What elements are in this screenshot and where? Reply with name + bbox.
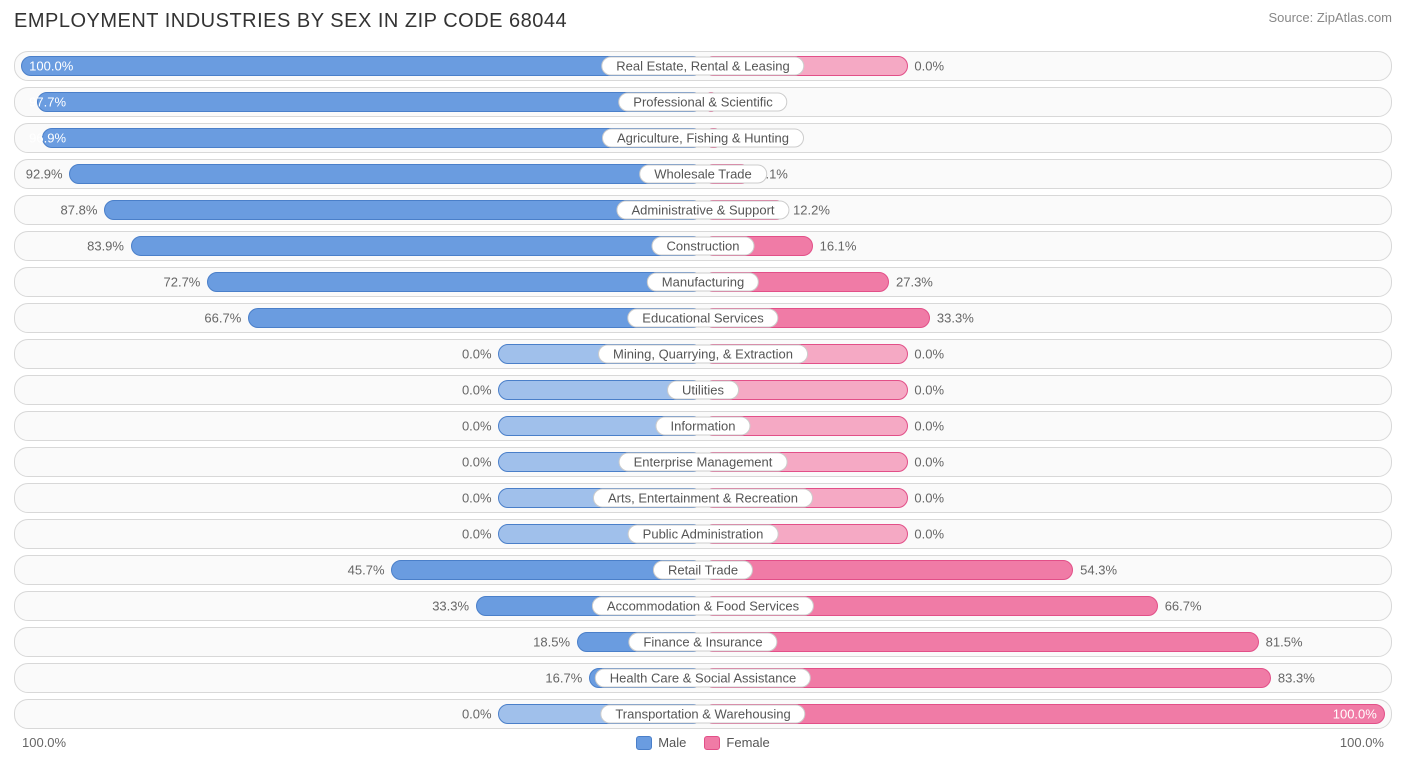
category-label: Arts, Entertainment & Recreation (593, 489, 813, 508)
chart-header: EMPLOYMENT INDUSTRIES BY SEX IN ZIP CODE… (14, 10, 1392, 33)
chart-row: 33.3% 66.7% Accommodation & Food Services (14, 591, 1392, 621)
chart-row: 18.5% 81.5% Finance & Insurance (14, 627, 1392, 657)
category-label: Transportation & Warehousing (600, 705, 805, 724)
male-value-label: 0.0% (462, 527, 492, 542)
chart-row: 0.0% 0.0% Public Administration (14, 519, 1392, 549)
chart-row: 72.7% 27.3% Manufacturing (14, 267, 1392, 297)
legend-female: Female (704, 735, 769, 750)
swatch-female (704, 736, 720, 750)
category-label: Health Care & Social Assistance (595, 669, 811, 688)
male-value-label: 100.0% (29, 59, 73, 74)
male-value-label: 33.3% (432, 599, 469, 614)
category-label: Professional & Scientific (618, 93, 787, 112)
category-label: Accommodation & Food Services (592, 597, 814, 616)
female-value-label: 0.0% (914, 347, 944, 362)
female-value-label: 0.0% (914, 527, 944, 542)
axis-label-left: 100.0% (22, 735, 66, 750)
male-value-label: 83.9% (87, 239, 124, 254)
chart-row: 83.9% 16.1% Construction (14, 231, 1392, 261)
female-value-label: 81.5% (1266, 635, 1303, 650)
chart-row: 0.0% 0.0% Mining, Quarrying, & Extraction (14, 339, 1392, 369)
chart-row: 100.0% 0.0% Real Estate, Rental & Leasing (14, 51, 1392, 81)
legend-female-label: Female (726, 735, 769, 750)
male-value-label: 0.0% (462, 707, 492, 722)
male-value-label: 0.0% (462, 455, 492, 470)
female-value-label: 100.0% (1333, 707, 1377, 722)
male-value-label: 18.5% (533, 635, 570, 650)
legend-male-label: Male (658, 735, 686, 750)
female-value-label: 83.3% (1278, 671, 1315, 686)
male-value-label: 66.7% (204, 311, 241, 326)
female-value-label: 0.0% (914, 383, 944, 398)
chart-source: Source: ZipAtlas.com (1268, 10, 1392, 25)
chart-footer: 100.0% Male Female 100.0% (14, 735, 1392, 750)
chart-row: 0.0% 0.0% Arts, Entertainment & Recreation (14, 483, 1392, 513)
category-label: Mining, Quarrying, & Extraction (598, 345, 808, 364)
category-label: Wholesale Trade (639, 165, 767, 184)
chart-row: 92.9%7.1%Wholesale Trade (14, 159, 1392, 189)
female-value-label: 16.1% (820, 239, 857, 254)
category-label: Retail Trade (653, 561, 753, 580)
male-value-label: 0.0% (462, 383, 492, 398)
category-label: Utilities (667, 381, 739, 400)
chart-row: 96.9%3.1%Agriculture, Fishing & Hunting (14, 123, 1392, 153)
male-bar (37, 92, 703, 112)
male-value-label: 0.0% (462, 347, 492, 362)
category-label: Enterprise Management (619, 453, 788, 472)
female-value-label: 0.0% (914, 59, 944, 74)
male-value-label: 87.8% (61, 203, 98, 218)
female-value-label: 54.3% (1080, 563, 1117, 578)
male-value-label: 0.0% (462, 491, 492, 506)
male-bar (131, 236, 703, 256)
male-value-label: 16.7% (545, 671, 582, 686)
legend-male: Male (636, 735, 686, 750)
female-value-label: 66.7% (1165, 599, 1202, 614)
male-value-label: 0.0% (462, 419, 492, 434)
male-value-label: 92.9% (26, 167, 63, 182)
male-value-label: 72.7% (164, 275, 201, 290)
chart-title: EMPLOYMENT INDUSTRIES BY SEX IN ZIP CODE… (14, 10, 567, 33)
category-label: Manufacturing (647, 273, 759, 292)
axis-label-right: 100.0% (1340, 735, 1384, 750)
chart-row: 0.0% 100.0% Transportation & Warehousing (14, 699, 1392, 729)
legend: Male Female (636, 735, 770, 750)
male-bar (104, 200, 703, 220)
category-label: Information (655, 417, 750, 436)
category-label: Agriculture, Fishing & Hunting (602, 129, 804, 148)
chart-row: 66.7% 33.3% Educational Services (14, 303, 1392, 333)
female-value-label: 12.2% (793, 203, 830, 218)
chart-row: 0.0% 0.0% Utilities (14, 375, 1392, 405)
chart-row: 0.0% 0.0% Information (14, 411, 1392, 441)
category-label: Finance & Insurance (628, 633, 777, 652)
swatch-male (636, 736, 652, 750)
category-label: Construction (652, 237, 755, 256)
female-value-label: 0.0% (914, 455, 944, 470)
female-value-label: 27.3% (896, 275, 933, 290)
chart-row: 87.8% 12.2% Administrative & Support (14, 195, 1392, 225)
chart-row: 97.7%2.3%Professional & Scientific (14, 87, 1392, 117)
male-value-label: 45.7% (348, 563, 385, 578)
chart-row: 0.0% 0.0% Enterprise Management (14, 447, 1392, 477)
male-value-label: 96.9% (29, 131, 66, 146)
female-value-label: 0.0% (914, 419, 944, 434)
category-label: Real Estate, Rental & Leasing (601, 57, 804, 76)
chart-row: 16.7% 83.3% Health Care & Social Assistanc… (14, 663, 1392, 693)
diverging-bar-chart: 100.0% 0.0% Real Estate, Rental & Leasing 9… (14, 51, 1392, 729)
female-bar (703, 632, 1259, 652)
male-value-label: 97.7% (29, 95, 66, 110)
female-value-label: 33.3% (937, 311, 974, 326)
chart-row: 45.7% 54.3% Retail Trade (14, 555, 1392, 585)
female-value-label: 0.0% (914, 491, 944, 506)
male-bar (69, 164, 703, 184)
category-label: Public Administration (628, 525, 779, 544)
category-label: Educational Services (627, 309, 778, 328)
male-bar (207, 272, 703, 292)
category-label: Administrative & Support (616, 201, 789, 220)
female-bar (703, 560, 1073, 580)
